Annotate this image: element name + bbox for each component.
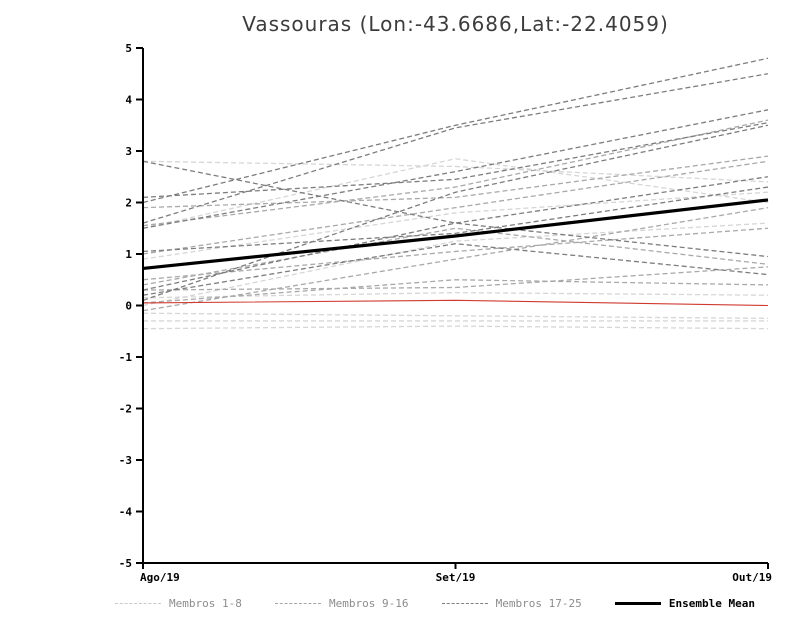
svg-text:5: 5 [125, 42, 132, 55]
legend-item-membros-17-25: Membros 17-25 [441, 597, 582, 610]
legend-item-ensemble-mean: Ensemble Mean [614, 597, 755, 610]
svg-text:Set/19: Set/19 [436, 571, 476, 584]
svg-text:-4: -4 [119, 506, 133, 519]
svg-text:Ago/19: Ago/19 [140, 571, 180, 584]
legend-label-membros-1-8: Membros 1-8 [169, 597, 242, 610]
svg-text:Out/19: Out/19 [732, 571, 772, 584]
svg-text:-5: -5 [119, 557, 132, 570]
legend-label-membros-17-25: Membros 17-25 [495, 597, 582, 610]
svg-text:4: 4 [125, 94, 132, 107]
membros-1-8-line-swatch-icon [115, 603, 161, 604]
ensemble-mean-line-swatch-icon [614, 602, 661, 605]
chart-title: Vassouras (Lon:-43.6686,Lat:-22.4059) [242, 12, 669, 36]
svg-text:0: 0 [125, 300, 132, 313]
svg-text:1: 1 [125, 248, 132, 261]
legend-label-ensemble-mean: Ensemble Mean [668, 597, 755, 610]
membros-9-16-line-swatch-icon [275, 603, 322, 604]
legend-item-membros-1-8: Membros 1-8 [115, 597, 242, 610]
svg-text:-3: -3 [119, 454, 132, 467]
svg-text:-2: -2 [119, 403, 132, 416]
svg-text:3: 3 [125, 145, 132, 158]
legend-item-membros-9-16: Membros 9-16 [275, 597, 409, 610]
svg-text:2: 2 [125, 197, 132, 210]
svg-text:-1: -1 [119, 351, 133, 364]
legend: Membros 1-8 Membros 9-16 Membros 17-25 E… [115, 597, 755, 610]
legend-label-membros-9-16: Membros 9-16 [329, 597, 409, 610]
membros-17-25-line-swatch-icon [441, 603, 488, 604]
